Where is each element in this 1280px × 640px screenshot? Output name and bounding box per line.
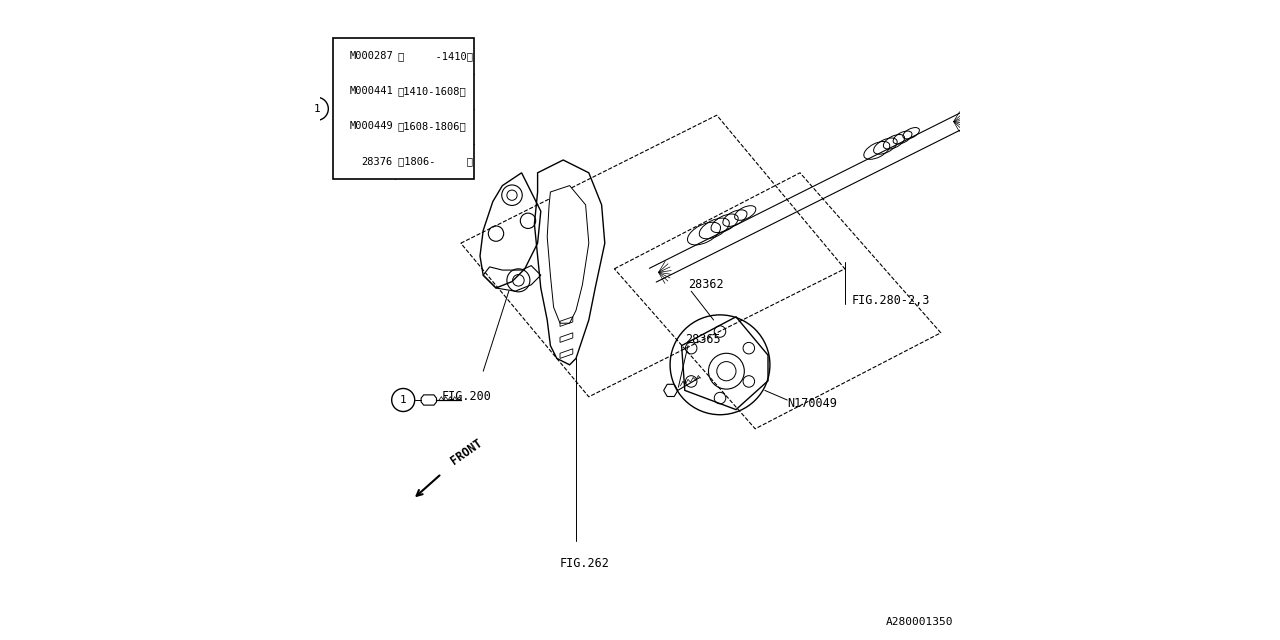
Text: 28362: 28362 [689,278,723,291]
FancyBboxPatch shape [333,38,474,179]
Text: M000449: M000449 [349,122,393,131]
Text: 〈     -1410〉: 〈 -1410〉 [398,51,472,61]
Text: A280001350: A280001350 [886,617,954,627]
Text: 1: 1 [399,395,407,405]
Text: FIG.200: FIG.200 [442,390,492,403]
Text: 1: 1 [314,104,320,114]
Text: FIG.280-2,3: FIG.280-2,3 [851,294,929,307]
Text: 28376: 28376 [362,157,393,166]
Text: FIG.262: FIG.262 [561,557,609,570]
Text: 28365: 28365 [685,333,721,346]
Text: M000441: M000441 [349,86,393,96]
Polygon shape [548,186,589,323]
Text: 〈1608-1806〉: 〈1608-1806〉 [398,122,467,131]
Text: FRONT: FRONT [448,436,485,467]
Text: 〈1410-1608〉: 〈1410-1608〉 [398,86,467,96]
Text: 〈1806-     〉: 〈1806- 〉 [398,157,472,166]
Text: N170049: N170049 [787,397,837,410]
Text: M000287: M000287 [349,51,393,61]
